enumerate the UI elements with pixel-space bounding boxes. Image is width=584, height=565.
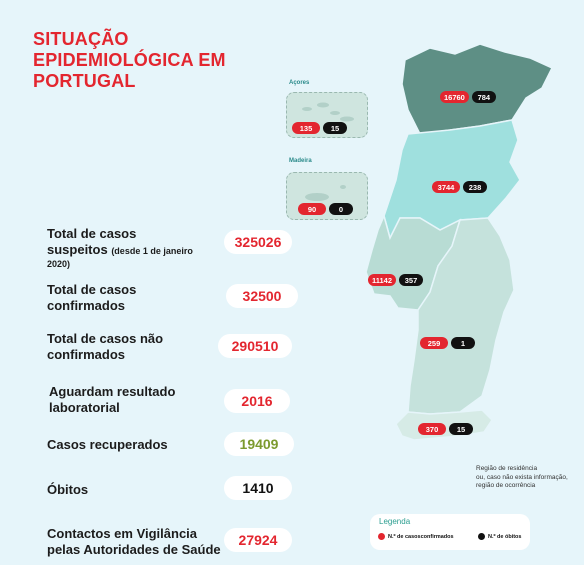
legend: Legenda N.º de casosconfirmados N.º de ó… <box>370 514 530 550</box>
stat-label-line: Total de casos não <box>47 331 164 346</box>
legend-label: N.º de casosconfirmados <box>388 533 454 540</box>
stat-value-not-confirmed: 290510 <box>218 334 292 358</box>
note-line: região de ocorrência <box>476 482 536 489</box>
stat-label-line: Contactos em Vigilância <box>47 526 198 541</box>
badge-cases: 135 <box>292 122 320 134</box>
badge-cases: 16760 <box>440 91 469 103</box>
stat-label-contacts: Contactos em Vigilância pelas Autoridade… <box>47 526 221 558</box>
badge-deaths: 1 <box>451 337 475 349</box>
badge-alentejo: 259 1 <box>420 337 475 349</box>
stat-label-line: Total de casos <box>47 226 137 241</box>
stat-label-line: suspeitos <box>47 242 108 257</box>
stat-sub-label: (desde 1 de janeiro <box>111 246 193 256</box>
stat-value-suspected: 325026 <box>224 230 292 254</box>
badge-cases: 370 <box>418 423 446 435</box>
stat-label-line: pelas Autoridades de Saúde <box>47 542 221 557</box>
page-title: SITUAÇÃO EPIDEMIOLÓGICA EM PORTUGAL <box>33 29 253 92</box>
badge-deaths: 15 <box>323 122 347 134</box>
badge-deaths: 784 <box>471 91 496 103</box>
madeira-label: Madeira <box>289 158 312 164</box>
note-line: Região de residência <box>476 465 538 472</box>
stat-label-line: Óbitos <box>47 482 89 497</box>
legend-item-deaths: N.º de óbitos <box>478 533 521 540</box>
azores-label: Açores <box>289 80 310 86</box>
stat-label-confirmed: Total de casos confirmados <box>47 282 136 314</box>
stat-value-recovered: 19409 <box>224 432 294 456</box>
stat-value-deaths: 1410 <box>224 476 292 500</box>
stat-value-confirmed: 32500 <box>226 284 298 308</box>
legend-item-confirmed: N.º de casosconfirmados <box>378 533 454 540</box>
stat-label-recovered: Casos recuperados <box>47 437 168 453</box>
red-dot-icon <box>378 533 385 540</box>
azores-islands <box>302 102 354 122</box>
badge-norte: 16760 784 <box>440 91 496 103</box>
stat-sub-label: 2020) <box>47 259 71 269</box>
stat-label-line: confirmados <box>47 298 126 313</box>
stat-label-awaiting: Aguardam resultado laboratorial <box>49 384 175 416</box>
badge-centro: 3744 238 <box>432 181 487 193</box>
region-note: Região de residência ou, caso não exista… <box>476 465 576 491</box>
title-line-2: EPIDEMIOLÓGICA EM <box>33 50 226 70</box>
stat-label-not-confirmed: Total de casos não confirmados <box>47 331 163 363</box>
madeira-islands <box>305 185 346 201</box>
badge-lisboa: 11142 357 <box>368 274 424 286</box>
title-line-3: PORTUGAL <box>33 71 136 91</box>
legend-label: N.º de óbitos <box>488 533 522 540</box>
badge-cases: 11142 <box>368 274 397 286</box>
stat-label-line: confirmados <box>47 347 126 362</box>
stat-value-awaiting: 2016 <box>224 389 290 413</box>
badge-madeira: 90 0 <box>298 203 353 215</box>
badge-cases: 3744 <box>432 181 460 193</box>
badge-cases: 90 <box>298 203 326 215</box>
black-dot-icon <box>478 533 485 540</box>
badge-deaths: 357 <box>399 274 424 286</box>
stat-label-line: Aguardam resultado <box>49 384 176 399</box>
stat-label-suspected: Total de casos suspeitos (desde 1 de jan… <box>47 226 193 269</box>
portugal-map <box>365 43 554 441</box>
badge-cases: 259 <box>420 337 448 349</box>
stat-label-line: Casos recuperados <box>47 437 168 452</box>
title-line-1: SITUAÇÃO <box>33 29 129 49</box>
badge-deaths: 15 <box>449 423 473 435</box>
legend-title: Legenda <box>379 517 411 526</box>
note-line: ou, caso não exista informação, <box>476 473 568 481</box>
stat-label-line: laboratorial <box>49 400 120 415</box>
stat-label-deaths: Óbitos <box>47 482 88 498</box>
badge-deaths: 238 <box>463 181 487 193</box>
region-norte <box>401 43 554 135</box>
stat-label-line: Total de casos <box>47 282 137 297</box>
badge-deaths: 0 <box>329 203 353 215</box>
badge-azores: 135 15 <box>292 122 347 134</box>
stat-value-contacts: 27924 <box>224 528 292 552</box>
badge-algarve: 370 15 <box>418 423 473 435</box>
